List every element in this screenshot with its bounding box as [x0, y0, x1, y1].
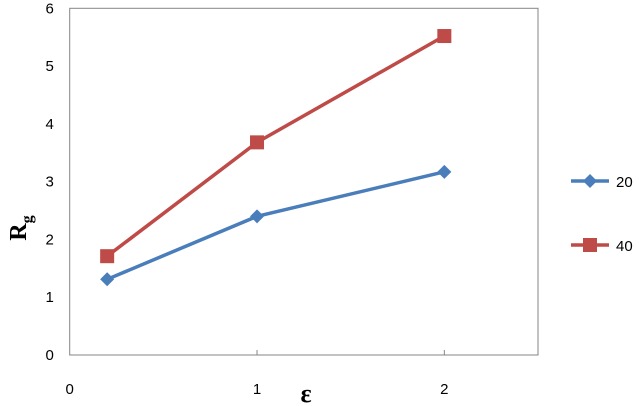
legend-label: 40: [616, 238, 633, 255]
y-tick-label: 0: [46, 347, 54, 364]
series-20: [100, 164, 452, 287]
data-point-40: [437, 29, 452, 44]
y-tick-label: 1: [46, 289, 54, 306]
x-tick-label: 0: [66, 381, 74, 398]
svg-text:Rg: Rg: [6, 215, 36, 240]
y-tick-label: 2: [46, 231, 54, 248]
y-tick-label: 6: [46, 0, 54, 17]
y-tick-label: 5: [46, 58, 54, 75]
legend-marker: [583, 238, 597, 252]
y-axis-label-subscript: g: [19, 215, 36, 223]
x-axis-label: ε: [300, 379, 311, 406]
data-point-40: [100, 249, 115, 264]
series-line-20: [106, 170, 445, 281]
y-axis-label-main: R: [6, 223, 32, 241]
plot-area-border: [69, 7, 539, 356]
data-point-20: [437, 164, 452, 179]
legend-item-20: 20: [571, 174, 633, 191]
series-40: [100, 29, 452, 264]
data-point-20: [250, 209, 265, 224]
legend-label: 20: [616, 174, 633, 191]
series-line-40: [106, 34, 446, 258]
x-tick-label: 2: [440, 381, 448, 398]
legend-item-40: 40: [571, 238, 633, 255]
x-tick-label: 1: [253, 381, 261, 398]
y-tick-label: 4: [46, 116, 54, 133]
data-point-40: [250, 135, 265, 150]
y-axis-label: Rg: [6, 215, 36, 240]
y-tick-label: 3: [46, 174, 54, 191]
legend-marker: [583, 174, 597, 188]
data-point-20: [100, 272, 115, 287]
